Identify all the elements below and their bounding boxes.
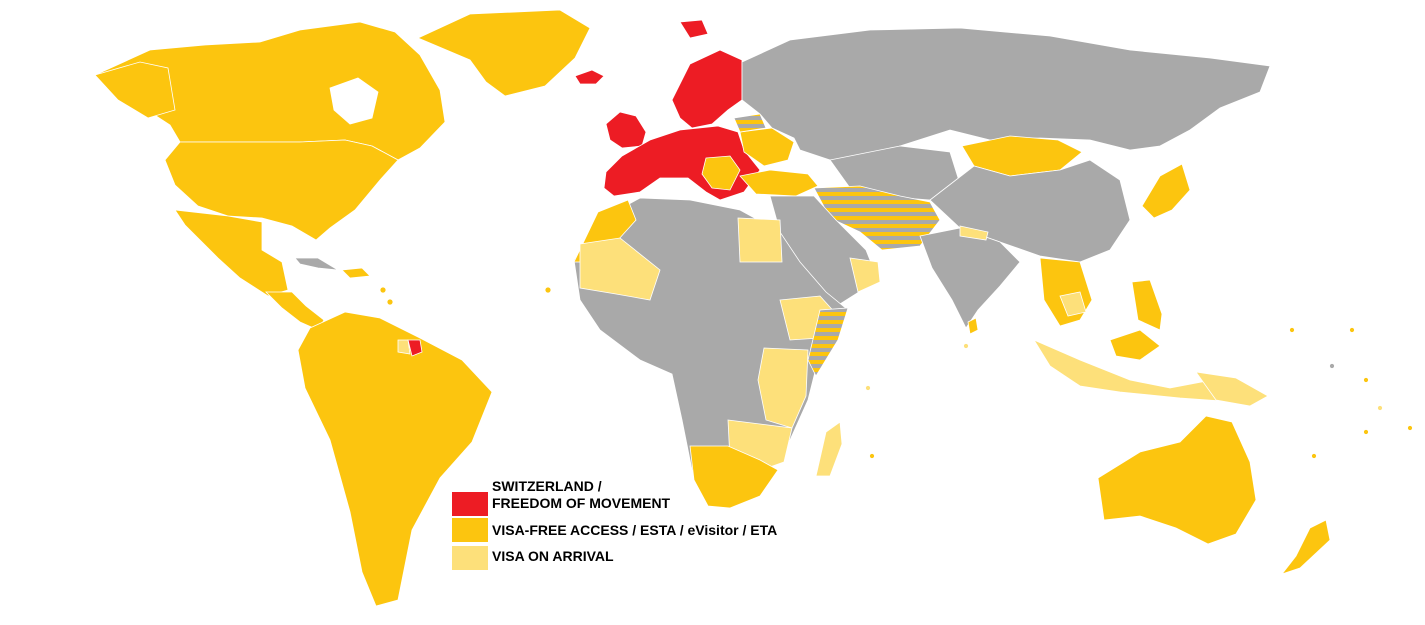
malaysia-borneo — [1109, 329, 1161, 361]
legend-swatch-light-yellow — [452, 546, 488, 570]
mauritania-mali — [579, 237, 661, 301]
belarus — [733, 113, 767, 133]
legend: SWITZERLAND / FREEDOM OF MOVEMENT VISA-F… — [452, 478, 777, 570]
legend-label-visa-on-arrival: VISA ON ARRIVAL — [492, 548, 614, 565]
pacific-island — [1377, 405, 1383, 411]
mauritius — [869, 453, 875, 459]
legend-label-line: FREEDOM OF MOVEMENT — [492, 495, 671, 511]
pacific-island — [1289, 327, 1295, 333]
central-america — [265, 291, 325, 331]
suriname — [397, 339, 411, 355]
mexico — [174, 209, 289, 297]
legend-item-visa-free: VISA-FREE ACCESS / ESTA / eVisitor / ETA — [452, 518, 777, 546]
egypt — [737, 217, 783, 263]
french-guiana — [407, 339, 423, 357]
legend-item-freedom-of-movement: SWITZERLAND / FREEDOM OF MOVEMENT — [452, 478, 777, 518]
australia — [1097, 415, 1257, 545]
usa — [164, 139, 399, 241]
hispaniola — [341, 267, 371, 279]
svalbard — [679, 19, 709, 39]
somalia — [807, 307, 849, 377]
legend-item-visa-on-arrival: VISA ON ARRIVAL — [452, 546, 777, 570]
hudson-bay — [329, 77, 379, 125]
legend-label-line: SWITZERLAND / — [492, 478, 602, 494]
alaska — [94, 61, 176, 119]
new-guinea — [1195, 371, 1269, 407]
seychelles — [865, 385, 871, 391]
caribbean-islands — [386, 298, 394, 306]
russia — [741, 27, 1271, 161]
pacific-island — [1311, 453, 1317, 459]
maldives — [963, 343, 969, 349]
south-america — [297, 311, 493, 607]
korea-japan — [1141, 163, 1191, 219]
legend-swatch-red — [452, 492, 488, 516]
cuba — [294, 257, 339, 271]
turkey — [739, 169, 819, 197]
legend-swatch-yellow — [452, 518, 488, 542]
philippines — [1131, 279, 1163, 331]
sri-lanka — [967, 317, 979, 335]
greenland — [417, 9, 591, 97]
southern-africa — [689, 445, 779, 509]
balkans — [701, 155, 741, 191]
pacific-island — [1363, 429, 1369, 435]
legend-label-freedom-of-movement: SWITZERLAND / FREEDOM OF MOVEMENT — [492, 478, 670, 512]
pacific-island — [1329, 363, 1335, 369]
new-zealand — [1280, 519, 1331, 575]
southeast-asia — [1039, 257, 1093, 327]
legend-label-line: VISA-FREE ACCESS / ESTA / eVisitor / ETA — [492, 522, 778, 538]
cape-verde — [544, 286, 552, 294]
caribbean-islands — [379, 286, 387, 294]
madagascar — [815, 421, 843, 477]
uk-ireland — [605, 111, 647, 149]
iran-afghanistan — [813, 185, 941, 251]
oman-yemen — [849, 257, 881, 293]
iceland — [574, 69, 605, 85]
pacific-island — [1363, 377, 1369, 383]
pacific-island — [1407, 425, 1413, 431]
legend-label-visa-free: VISA-FREE ACCESS / ESTA / eVisitor / ETA — [492, 522, 777, 539]
legend-label-line: VISA ON ARRIVAL — [492, 548, 614, 564]
canada — [94, 21, 446, 161]
pacific-island — [1349, 327, 1355, 333]
cambodia-laos — [1059, 291, 1087, 317]
scandinavia — [671, 49, 743, 129]
nepal — [959, 225, 989, 241]
